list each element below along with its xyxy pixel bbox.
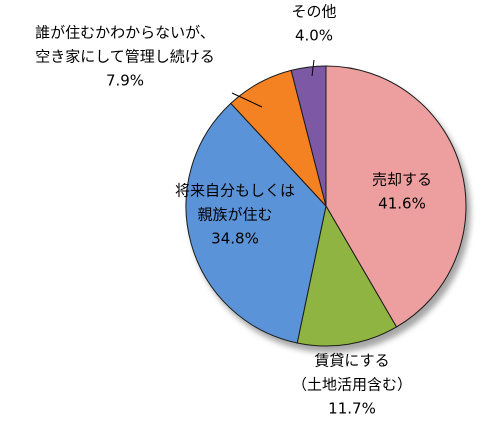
slice-label-2-line-1: 親族が住む xyxy=(197,206,272,224)
slice-label-0-line-0: 売却する xyxy=(372,171,432,189)
slice-label-1-line-1: （土地活用含む） xyxy=(292,376,412,394)
pie-slice-0 xyxy=(325,65,467,328)
slice-label-2-line-0: 将来自分もしくは xyxy=(175,182,295,200)
pie-slice-4 xyxy=(290,65,327,207)
slice-label-1-line-0: 賃貸にする xyxy=(314,352,389,370)
slice-label-4-line-0: その他 xyxy=(291,3,336,21)
slice-label-3-line-1: 空き家にして管理し続ける xyxy=(35,48,215,66)
slice-value-4: 4.0% xyxy=(295,27,333,45)
slice-value-1: 11.7% xyxy=(328,400,376,418)
slice-label-3-line-0: 誰が住むかわからないが、 xyxy=(35,24,215,42)
slice-value-3: 7.9% xyxy=(106,72,144,90)
pie-slice-2 xyxy=(185,102,327,344)
slice-value-0: 41.6% xyxy=(378,195,426,213)
slice-value-2: 34.8% xyxy=(211,230,259,248)
leader-line-3 xyxy=(231,92,263,108)
pie-slice-1 xyxy=(296,204,398,347)
leader-line-4 xyxy=(311,59,315,77)
